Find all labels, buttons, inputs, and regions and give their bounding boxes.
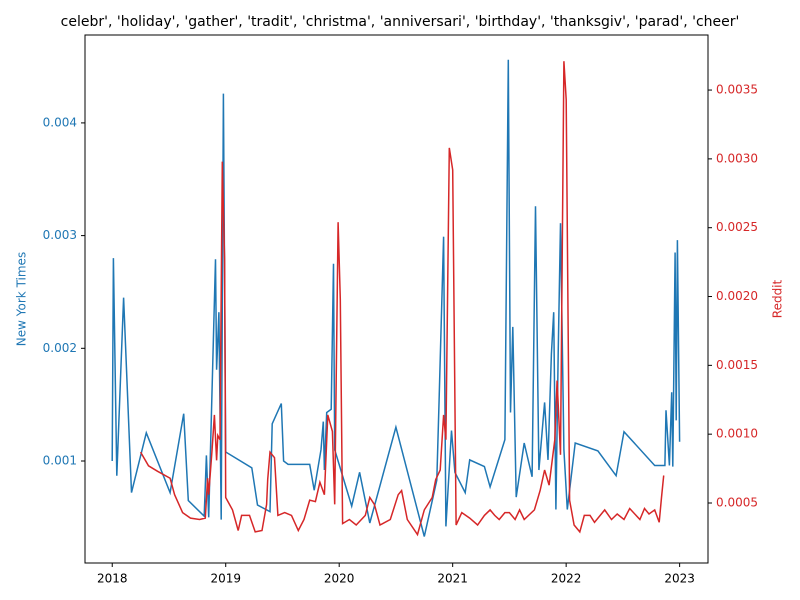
x-tick-label: 2022 xyxy=(551,572,582,586)
y2-tick-label: 0.0025 xyxy=(716,220,758,234)
y-tick-label: 0.003 xyxy=(43,228,77,242)
y2-tick-label: 0.0010 xyxy=(716,427,758,441)
y-tick-label: 0.004 xyxy=(43,115,77,129)
y-tick-label: 0.001 xyxy=(43,454,77,468)
x-tick-label: 2019 xyxy=(210,572,241,586)
series-line xyxy=(111,59,681,537)
x-tick-label: 2021 xyxy=(437,572,468,586)
plot-frame xyxy=(84,34,709,564)
y-tick-label: 0.002 xyxy=(43,341,77,355)
y2-axis-label: Reddit xyxy=(771,279,785,318)
x-tick-label: 2023 xyxy=(664,572,695,586)
y2-tick-label: 0.0030 xyxy=(716,151,758,165)
y2-tick-label: 0.0020 xyxy=(716,289,758,303)
series-line xyxy=(139,61,665,537)
chart-title: celebr', 'holiday', 'gather', 'tradit', … xyxy=(61,14,740,30)
x-tick-label: 2018 xyxy=(97,572,128,586)
x-tick-label: 2020 xyxy=(324,572,355,586)
y2-tick-label: 0.0015 xyxy=(716,358,758,372)
y2-tick-label: 0.0035 xyxy=(716,83,758,97)
y2-tick-label: 0.0005 xyxy=(716,495,758,509)
y-axis-label: New York Times xyxy=(15,252,29,346)
